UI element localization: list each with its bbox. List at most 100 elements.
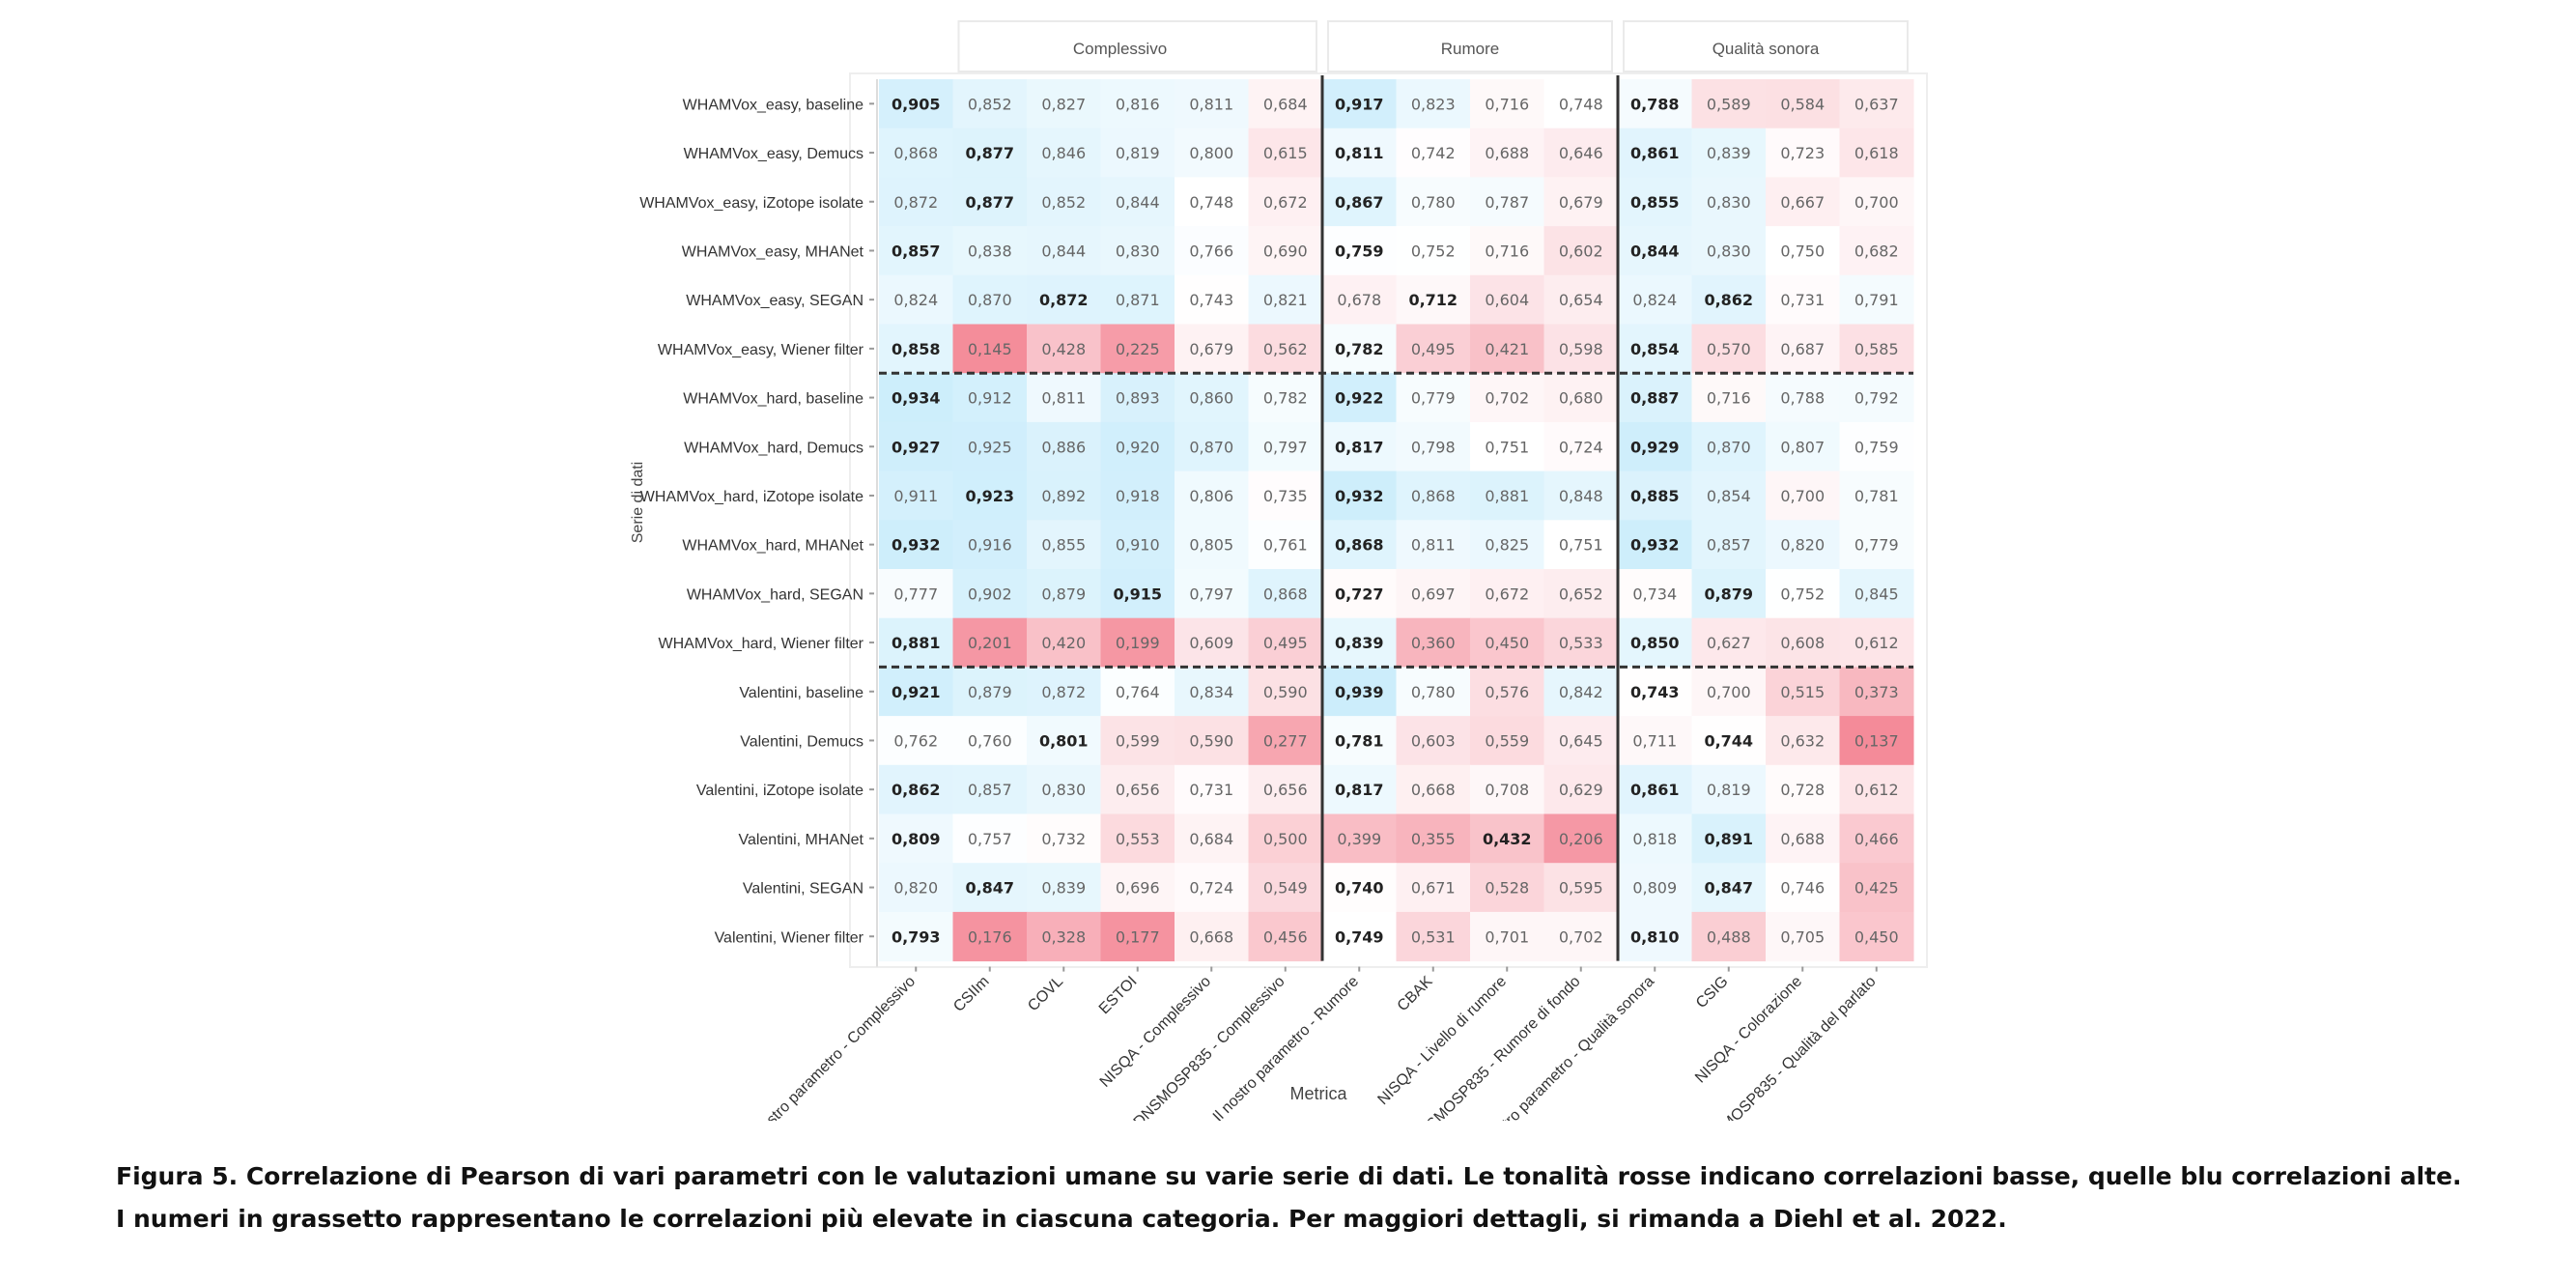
heatmap-cell [1691,470,1767,521]
cell-value-label: 0,939 [1335,683,1384,701]
cell-value-label: 0,373 [1854,683,1899,701]
heatmap-cell [1100,863,1175,913]
heatmap-cell [879,716,953,766]
cell-value-label: 0,819 [1707,781,1751,799]
cell-value-label: 0,645 [1559,731,1603,750]
heatmap-cell [1691,617,1767,668]
row-label: WHAMVox_hard, Demucs [684,440,863,456]
heatmap-cell [1322,764,1397,814]
cell-value-label: 0,750 [1780,242,1825,260]
cell-value-label: 0,562 [1263,340,1308,358]
heatmap-cell [952,863,1028,913]
heatmap-cell [879,569,953,619]
heatmap-cell [1027,520,1101,570]
heatmap-cell [1839,617,1914,668]
cell-value-label: 0,684 [1263,95,1308,113]
column-label: CSIG [1693,973,1732,1012]
cell-value-label: 0,854 [1707,487,1751,505]
cell-value-label: 0,819 [1116,144,1160,162]
group-header-box [1327,20,1613,72]
cell-value-label: 0,932 [1630,536,1680,555]
cell-value-label: 0,870 [1707,438,1751,456]
cell-value-label: 0,177 [1116,927,1160,946]
heatmap-cell [1396,911,1471,962]
cell-value-label: 0,724 [1189,879,1233,898]
group-header-label: Complessivo [1073,40,1167,58]
cell-value-label: 0,466 [1854,830,1899,848]
heatmap-cell [1248,617,1323,668]
heatmap-cell [1100,373,1175,423]
heatmap-cell [1396,177,1471,227]
cell-value-label: 0,934 [892,389,941,408]
cell-value-label: 0,585 [1854,340,1899,358]
cell-value-label: 0,761 [1263,536,1308,555]
cell-value-label: 0,137 [1854,731,1899,750]
heatmap-cell [1691,373,1767,423]
cell-value-label: 0,872 [1039,291,1089,309]
row-label: WHAMVox_easy, MHANet [682,243,864,260]
cell-value-label: 0,810 [1630,927,1680,946]
cell-value-label: 0,743 [1630,683,1680,701]
row-label: WHAMVox_easy, Demucs [684,146,863,162]
heatmap-cell [1100,470,1175,521]
row-label: Valentini, SEGAN [743,881,863,898]
cell-value-label: 0,932 [1335,487,1384,505]
cell-value-label: 0,609 [1189,634,1233,652]
heatmap-cell [1470,128,1544,178]
heatmap-cell [952,226,1028,276]
column-label: CSIIm [950,973,992,1014]
heatmap-cell [952,667,1028,717]
heatmap-cell [1470,863,1544,913]
column-label: CBAK [1395,973,1436,1014]
cell-value-label: 0,584 [1780,95,1825,113]
column-label: Il nostro parametro - Complessivo [743,973,919,1121]
heatmap-cell [1543,911,1619,962]
row-label: Valentini, Demucs [740,733,863,750]
cell-value-label: 0,839 [1335,634,1384,652]
cell-value-label: 0,905 [892,95,941,113]
cell-value-label: 0,656 [1116,781,1160,799]
cell-value-label: 0,746 [1780,879,1825,898]
heatmap-cell [1839,911,1914,962]
cell-value-label: 0,800 [1189,144,1233,162]
cell-value-label: 0,672 [1485,584,1529,603]
heatmap-cell [1618,128,1692,178]
heatmap-cell [1766,470,1840,521]
cell-value-label: 0,700 [1854,193,1899,212]
cell-value-label: 0,615 [1263,144,1308,162]
heatmap-cell [1543,667,1619,717]
cell-value-label: 0,679 [1559,193,1603,212]
heatmap-cell [1027,569,1101,619]
heatmap-cell [1543,520,1619,570]
heatmap-cell [1691,79,1767,129]
heatmap-cell [1248,226,1323,276]
heatmap-cell [1396,813,1471,864]
heatmap-cell [1839,716,1914,766]
heatmap-cell [1839,421,1914,472]
heatmap-cell [1543,617,1619,668]
cell-value-label: 0,766 [1189,242,1233,260]
heatmap-cell [1322,667,1397,717]
heatmap-cell [952,177,1028,227]
cell-value-label: 0,702 [1559,927,1603,946]
heatmap-cell [1543,470,1619,521]
cell-value-label: 0,602 [1559,242,1603,260]
cell-value-label: 0,752 [1780,584,1825,603]
heatmap-cell [1248,716,1323,766]
cell-value-label: 0,891 [1704,830,1753,848]
heatmap-cell [1175,274,1249,325]
cell-value-label: 0,920 [1116,438,1160,456]
cell-value-label: 0,533 [1559,634,1603,652]
cell-value-label: 0,782 [1263,389,1308,408]
heatmap-cell [1691,667,1767,717]
heatmap-cell [1248,421,1323,472]
cell-value-label: 0,870 [1189,438,1233,456]
row-label: WHAMVox_easy, baseline [683,97,863,113]
cell-value-label: 0,868 [893,144,938,162]
cell-value-label: 0,912 [968,389,1012,408]
cell-value-label: 0,857 [892,242,941,260]
cell-value-label: 0,589 [1707,95,1751,113]
cell-value-label: 0,225 [1116,340,1160,358]
heatmap-cell [1175,79,1249,129]
heatmap-cell [1618,226,1692,276]
